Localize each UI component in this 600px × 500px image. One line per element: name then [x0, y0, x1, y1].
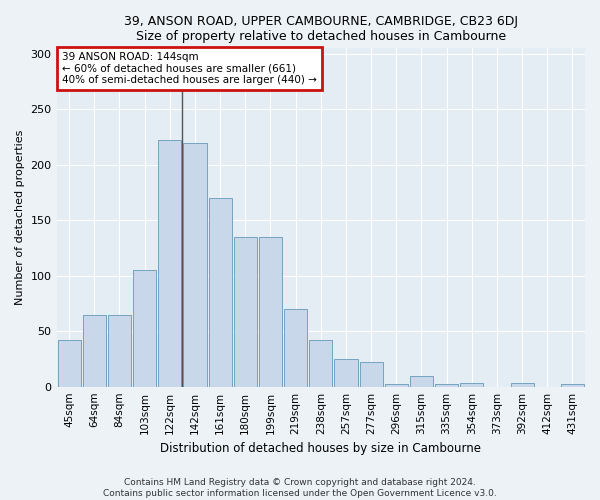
Bar [234, 237, 257, 386]
Bar [133, 270, 156, 386]
Y-axis label: Number of detached properties: Number of detached properties [15, 130, 25, 305]
Bar [184, 142, 206, 386]
Bar [359, 362, 383, 386]
Bar [334, 359, 358, 386]
Bar [209, 198, 232, 386]
Bar [158, 140, 181, 386]
Bar [259, 237, 282, 386]
X-axis label: Distribution of detached houses by size in Cambourne: Distribution of detached houses by size … [160, 442, 481, 455]
Bar [108, 314, 131, 386]
Bar [410, 376, 433, 386]
Text: Contains HM Land Registry data © Crown copyright and database right 2024.
Contai: Contains HM Land Registry data © Crown c… [103, 478, 497, 498]
Bar [460, 384, 484, 386]
Bar [309, 340, 332, 386]
Title: 39, ANSON ROAD, UPPER CAMBOURNE, CAMBRIDGE, CB23 6DJ
Size of property relative t: 39, ANSON ROAD, UPPER CAMBOURNE, CAMBRID… [124, 15, 518, 43]
Text: 39 ANSON ROAD: 144sqm
← 60% of detached houses are smaller (661)
40% of semi-det: 39 ANSON ROAD: 144sqm ← 60% of detached … [62, 52, 317, 85]
Bar [58, 340, 80, 386]
Bar [385, 384, 408, 386]
Bar [511, 384, 533, 386]
Bar [435, 384, 458, 386]
Bar [83, 314, 106, 386]
Bar [284, 309, 307, 386]
Bar [561, 384, 584, 386]
